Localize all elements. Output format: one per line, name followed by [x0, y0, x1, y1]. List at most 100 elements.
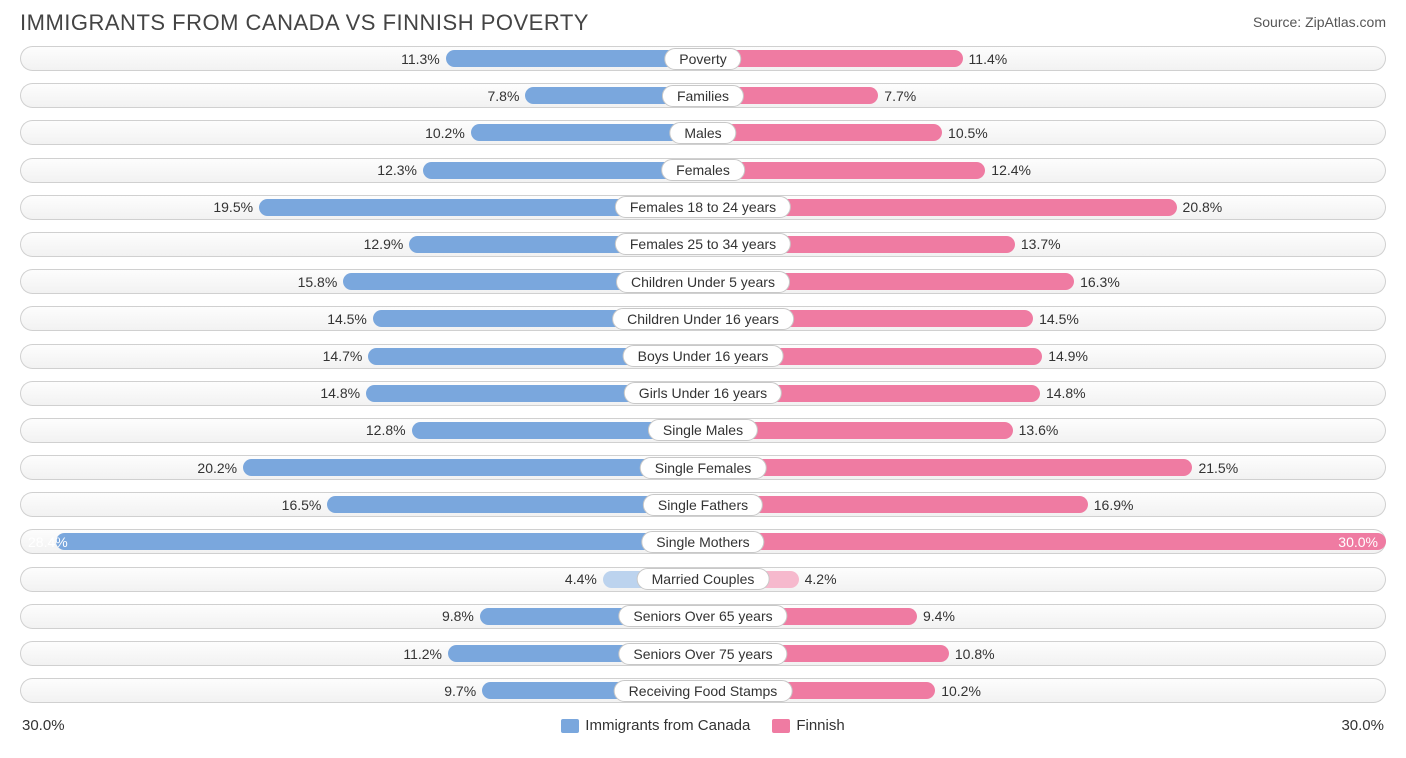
left-value: 20.2% [197, 460, 237, 476]
right-half: 7.7% [703, 79, 1386, 112]
chart-row: 10.2%10.5%Males [20, 116, 1386, 149]
chart-row: 9.8%9.4%Seniors Over 65 years [20, 600, 1386, 633]
chart-title: IMMIGRANTS FROM CANADA VS FINNISH POVERT… [20, 10, 589, 36]
chart-row: 15.8%16.3%Children Under 5 years [20, 265, 1386, 298]
left-half: 28.4% [20, 525, 703, 558]
chart-footer: 30.0% Immigrants from Canada Finnish 30.… [0, 711, 1406, 734]
chart-row: 14.8% 14.8% Girls Under 16 years [20, 377, 1386, 410]
chart-row: 14.7% 14.9% Boys Under 16 years [20, 340, 1386, 373]
right-bar [703, 50, 963, 67]
chart-header: IMMIGRANTS FROM CANADA VS FINNISH POVERT… [0, 0, 1406, 42]
left-value: 12.8% [366, 422, 406, 438]
left-value: 11.2% [403, 646, 442, 662]
chart-row: 7.8% 7.7% Families [20, 79, 1386, 112]
chart-row: 12.9%13.7%Females 25 to 34 years [20, 228, 1386, 261]
category-label: Single Females [640, 457, 767, 479]
right-value: 16.3% [1080, 274, 1120, 290]
legend: Immigrants from Canada Finnish [561, 717, 844, 734]
right-value: 11.4% [969, 51, 1008, 67]
left-half: 15.8% [20, 265, 703, 298]
left-value: 4.4% [565, 571, 597, 587]
left-value: 10.2% [425, 125, 465, 141]
left-value: 16.5% [282, 497, 322, 513]
left-half: 11.2% [20, 637, 703, 670]
chart-row: 12.3% 12.4% Females [20, 154, 1386, 187]
right-half: 16.9% [703, 488, 1386, 521]
left-value: 15.8% [298, 274, 338, 290]
category-label: Children Under 16 years [612, 308, 794, 330]
left-value: 14.8% [320, 385, 360, 401]
chart-row: 28.4% 30.0% Single Mothers [20, 525, 1386, 558]
category-label: Females 18 to 24 years [615, 196, 791, 218]
left-half: 12.8% [20, 414, 703, 447]
left-half: 12.3% [20, 154, 703, 187]
right-half: 16.3% [703, 265, 1386, 298]
category-label: Single Males [648, 419, 758, 441]
right-value: 21.5% [1198, 460, 1238, 476]
axis-max-left: 30.0% [22, 717, 65, 734]
category-label: Girls Under 16 years [624, 382, 782, 404]
left-bar [243, 459, 703, 476]
chart-row: 19.5% 20.8% Females 18 to 24 years [20, 191, 1386, 224]
category-label: Single Fathers [643, 494, 763, 516]
chart-row: 9.7% 10.2% Receiving Food Stamps [20, 674, 1386, 707]
diverging-bar-chart: 11.3%11.4%Poverty7.8%7.7%Families10.2%10… [0, 42, 1406, 707]
left-value: 28.4% [28, 534, 68, 550]
right-value: 4.2% [805, 571, 837, 587]
right-value: 12.4% [991, 162, 1031, 178]
right-value: 13.7% [1021, 236, 1061, 252]
right-value: 14.8% [1046, 385, 1086, 401]
right-value: 14.5% [1039, 311, 1079, 327]
right-half: 10.8% [703, 637, 1386, 670]
left-value: 14.7% [323, 348, 363, 364]
source-name: ZipAtlas.com [1305, 14, 1386, 30]
right-half: 14.5% [703, 302, 1386, 335]
left-bar [56, 533, 703, 550]
right-value: 10.2% [941, 683, 981, 699]
left-value: 11.3% [401, 51, 440, 67]
right-value: 16.9% [1094, 497, 1134, 513]
left-half: 7.8% [20, 79, 703, 112]
chart-row: 11.3% 11.4% Poverty [20, 42, 1386, 75]
right-value: 7.7% [884, 88, 916, 104]
left-half: 10.2% [20, 116, 703, 149]
source-prefix: Source: [1253, 14, 1305, 30]
right-half: 4.2% [703, 563, 1386, 596]
right-half: 20.8% [703, 191, 1386, 224]
right-bar [703, 124, 942, 141]
category-label: Seniors Over 65 years [618, 605, 787, 627]
right-half: 14.9% [703, 340, 1386, 373]
category-label: Receiving Food Stamps [614, 680, 793, 702]
category-label: Single Mothers [641, 531, 764, 553]
legend-item-right: Finnish [772, 717, 844, 734]
left-half: 14.5% [20, 302, 703, 335]
left-half: 14.7% [20, 340, 703, 373]
left-value: 14.5% [327, 311, 367, 327]
category-label: Females [661, 159, 745, 181]
left-half: 16.5% [20, 488, 703, 521]
left-half: 20.2% [20, 451, 703, 484]
left-half: 9.7% [20, 674, 703, 707]
left-value: 12.9% [364, 236, 404, 252]
right-value: 30.0% [1338, 534, 1378, 550]
category-label: Families [662, 85, 744, 107]
left-half: 4.4% [20, 563, 703, 596]
chart-row: 4.4%4.2%Married Couples [20, 563, 1386, 596]
right-half: 30.0% [703, 525, 1386, 558]
chart-row: 11.2%10.8%Seniors Over 75 years [20, 637, 1386, 670]
left-half: 14.8% [20, 377, 703, 410]
right-half: 13.6% [703, 414, 1386, 447]
category-label: Boys Under 16 years [623, 345, 784, 367]
chart-row: 20.2% 21.5% Single Females [20, 451, 1386, 484]
right-value: 14.9% [1048, 348, 1088, 364]
right-value: 20.8% [1183, 199, 1223, 215]
legend-swatch-right [772, 719, 790, 733]
left-half: 19.5% [20, 191, 703, 224]
left-half: 9.8% [20, 600, 703, 633]
left-half: 12.9% [20, 228, 703, 261]
right-value: 13.6% [1019, 422, 1059, 438]
right-bar [703, 162, 985, 179]
right-half: 14.8% [703, 377, 1386, 410]
axis-max-right: 30.0% [1341, 717, 1384, 734]
category-label: Poverty [664, 48, 741, 70]
